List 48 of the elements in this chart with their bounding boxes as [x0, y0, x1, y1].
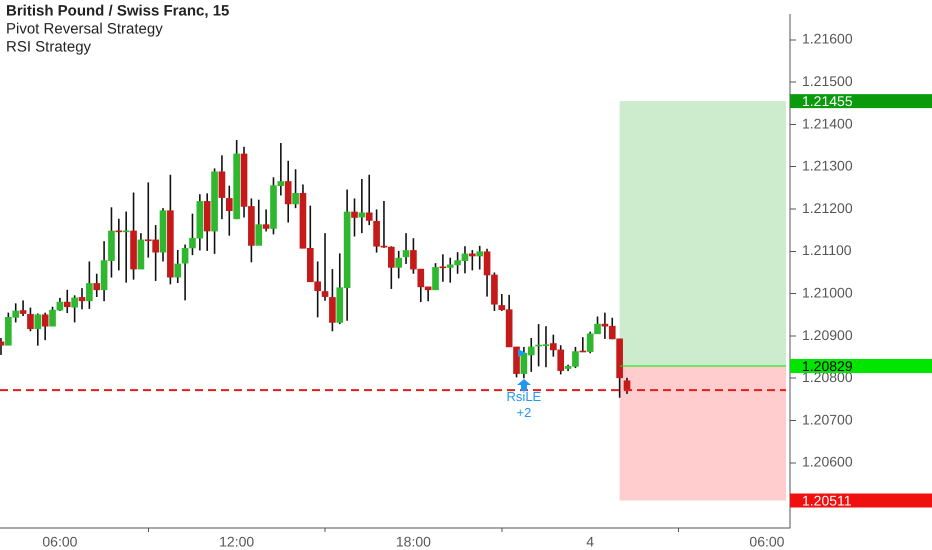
y-tick-label: 1.21200 [802, 200, 853, 216]
candlestick [34, 312, 42, 346]
candlestick [432, 262, 439, 291]
y-tick-label: 1.21500 [802, 72, 853, 89]
y-tick-label: 1.20700 [802, 411, 853, 428]
candlestick [476, 245, 484, 270]
band-label: 1.21455 [802, 92, 853, 109]
annotation: RSI Strategy [6, 38, 92, 56]
x-tick-label: 06:00 [749, 533, 785, 550]
y-tick-label: 1.21400 [802, 115, 853, 132]
candlestick [366, 174, 373, 226]
candlestick [20, 300, 26, 317]
y-tick-label: 1.21300 [802, 158, 853, 174]
y-tick-label: 1.20900 [802, 326, 853, 343]
candlestick [78, 287, 86, 310]
candlestick [86, 260, 93, 310]
candlestick [351, 198, 358, 238]
y-tick-label: 1.21600 [802, 30, 853, 47]
x-tick-label: 06:00 [42, 533, 78, 550]
candlestick [226, 184, 233, 236]
candlestick [579, 336, 586, 353]
candlestick [469, 249, 476, 272]
candlestick [255, 198, 262, 246]
candlestick [27, 306, 34, 332]
annotation: +2 [516, 404, 532, 420]
y-tick-label: 1.21000 [802, 284, 853, 300]
candlestick [322, 232, 328, 302]
candlestick [402, 232, 410, 265]
band-label: 1.20511 [802, 492, 852, 508]
annotation: RsiLE [506, 388, 542, 404]
candlestick [395, 250, 402, 280]
candlestick [292, 168, 299, 209]
candlestick [284, 160, 292, 224]
annotation: Pivot Reversal Strategy [6, 20, 164, 38]
candlestick [64, 289, 71, 314]
x-tick-label: 18:00 [396, 533, 432, 550]
candlestick [174, 249, 182, 284]
candlestick [358, 178, 366, 234]
y-tick-label: 1.21100 [802, 242, 852, 258]
chart-title: British Pound / Swiss Franc, 15 [6, 2, 230, 20]
candlestick [262, 208, 270, 232]
x-tick-label: 12:00 [219, 533, 254, 550]
y-tick-label: 1.20600 [802, 454, 853, 470]
x-tick-label: 4 [586, 533, 594, 550]
candlestick [71, 294, 78, 324]
candlestick [42, 312, 48, 341]
candlestick [93, 272, 100, 298]
ref-line-label: 1.20829 [802, 358, 853, 374]
